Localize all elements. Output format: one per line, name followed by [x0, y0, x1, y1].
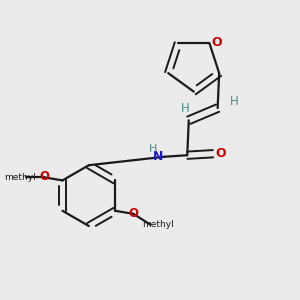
Text: H: H [230, 95, 239, 108]
Text: O: O [212, 36, 222, 49]
Text: methyl: methyl [142, 220, 174, 229]
Text: O: O [215, 147, 226, 160]
Text: N: N [153, 150, 163, 163]
Text: H: H [149, 144, 157, 154]
Text: H: H [181, 102, 190, 115]
Text: methyl: methyl [4, 173, 36, 182]
Text: O: O [129, 207, 139, 220]
Text: O: O [39, 170, 49, 183]
